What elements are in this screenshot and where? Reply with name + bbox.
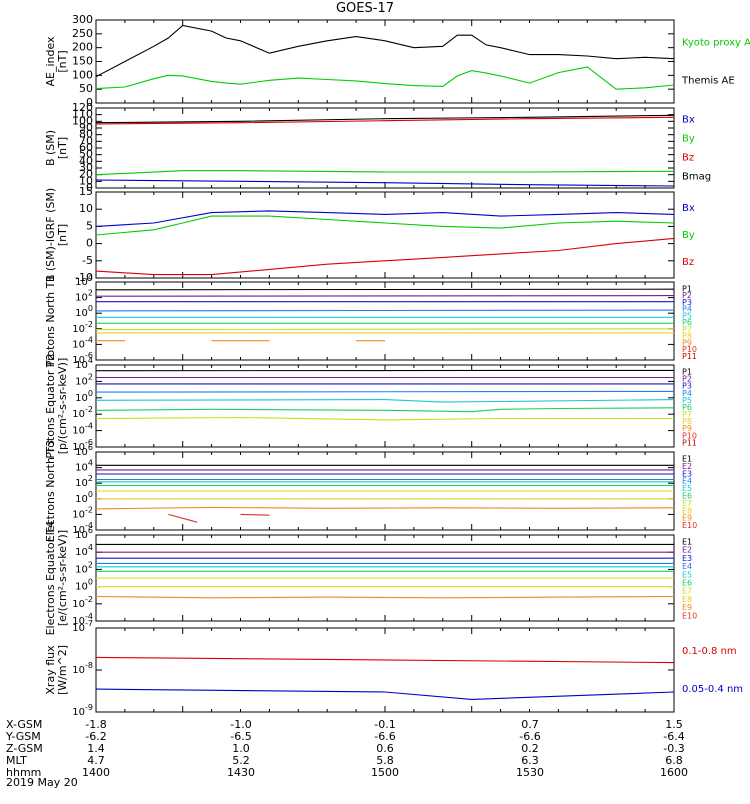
orbit-labels: X-GSM Y-GSM Z-GSM MLT hhmm [5,718,43,779]
page-title: GOES-17 [336,1,394,16]
legend-entry: 0.1-0.8 nm [682,646,737,657]
series-line [96,418,674,420]
legend-entry: P11 [682,352,697,361]
orbit-value: 1600 [660,766,688,779]
orbit-value: 1400 [82,766,110,779]
y-tick-label: 102 [75,474,93,490]
legend-entry: Themis AE [681,75,735,86]
y-tick-label: 104 [75,458,93,474]
orbit-value: 1500 [371,766,399,779]
y-tick-label: 10-4 [72,335,93,351]
y-axis-unit: [nT] [56,137,69,159]
y-tick-label: 100 [75,489,93,505]
series-line [96,507,674,509]
y-tick-label: 15 [79,185,93,198]
legend-entry: Bmag [682,172,711,183]
y-tick-label: 10 [79,202,93,215]
series-line [96,238,674,274]
panel-frame [96,282,674,360]
orbit-values: -1.8 -1.0 -0.1 0.7 1.5 -6.2 -6.5 -6.6 -6… [82,718,688,779]
y-tick-label: 10-2 [72,505,93,521]
series-line [96,211,674,227]
y-tick-label: 10-2 [72,405,93,421]
series-line [96,289,674,290]
panel-frame [96,192,674,278]
series-line [96,26,674,77]
y-tick-label: 10-2 [72,594,93,610]
y-tick-label: 102 [75,560,93,576]
y-tick-label: 102 [75,372,93,388]
y-tick-label: 100 [75,388,93,404]
y-axis-unit: [nT] [56,50,69,72]
y-axis-unit: [nT] [56,224,69,246]
y-tick-label: -5 [82,254,93,267]
legend-entry: 0.05-0.4 nm [682,684,743,695]
y-tick-label: 10-8 [72,661,93,677]
legend-entry: E10 [682,521,697,530]
legend-entry: E10 [682,611,697,620]
panel-frame [96,108,674,188]
y-tick-label: 10-2 [72,319,93,335]
y-tick-label: 5 [86,219,93,232]
series-line [241,514,270,515]
y-tick-label: 300 [72,13,93,26]
series-line [168,514,197,522]
y-tick-label: 200 [72,41,93,54]
y-tick-label: 10-4 [72,421,93,437]
series-line [96,391,674,392]
y-tick-label: 250 [72,27,93,40]
y-axis-unit: [p/(cm²-s-sr-keV)] [56,358,69,455]
y-tick-label: 150 [72,55,93,68]
y-tick-label: 100 [75,577,93,593]
y-tick-label: 50 [79,82,93,95]
series-line [96,67,674,89]
y-tick-label: 100 [72,68,93,81]
date-label: 2019 May 20 [6,776,78,789]
y-tick-label: 104 [75,543,93,559]
panel-frame [96,628,674,712]
series-line [96,408,674,412]
series-line [96,216,674,235]
series-line [96,400,674,403]
legend-entry: Bx [682,203,695,214]
series-line [96,689,674,699]
y-axis-unit: [e/(cm²-s-sr-keV)] [56,530,69,626]
series-line [96,296,674,297]
y-tick-label: 120 [72,101,93,114]
series-line [96,310,674,311]
series-line [96,115,674,122]
legend-entry: Bx [682,114,695,125]
legend-entry: By [682,133,695,144]
legend-entry: Kyoto proxy AE [682,38,750,49]
orbit-value: 1530 [516,766,544,779]
legend-entry: P11 [682,438,697,447]
y-tick-label: 10-9 [72,703,93,719]
panel-frame [96,20,674,103]
y-tick-label: 102 [75,288,93,304]
legend-entry: By [682,230,695,241]
orbit-value: 1430 [227,766,255,779]
y-tick-label: 0 [86,237,93,250]
y-tick-label: 100 [75,304,93,320]
series-line [96,329,674,330]
legend-entry: Bz [682,257,694,268]
legend-entry: Bz [682,153,694,164]
series-line [96,171,674,175]
y-axis-unit: [W/m^2] [56,645,69,695]
series-line [96,657,674,662]
series-line [96,597,674,598]
